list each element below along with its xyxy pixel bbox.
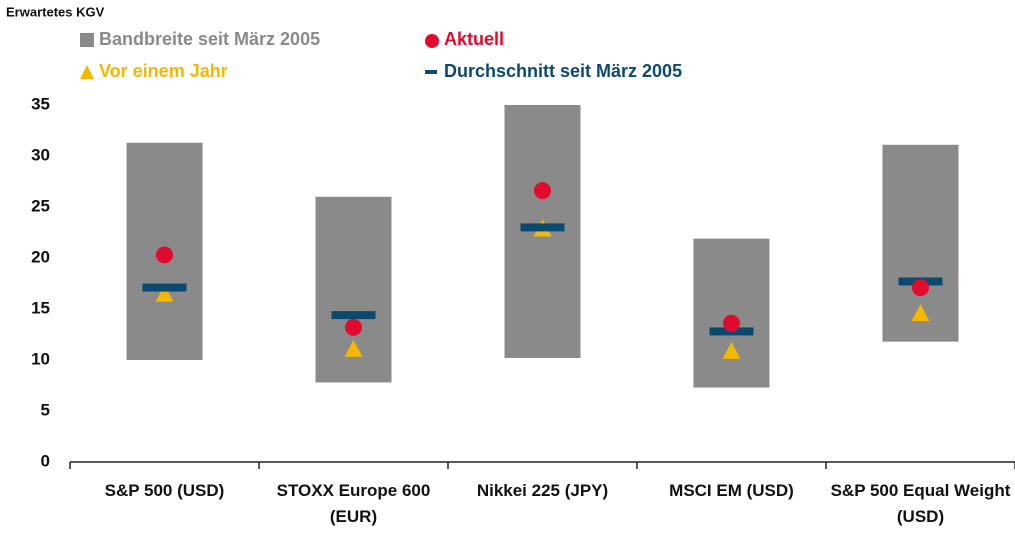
current-marker (345, 318, 362, 336)
x-tick-label: S&P 500 Equal Weight (USD) (830, 481, 1011, 526)
x-tick-label: MSCI EM (USD) (669, 481, 794, 500)
y-tick-label: 20 (31, 247, 50, 266)
legend-swatch (80, 65, 94, 79)
current-marker (156, 246, 173, 264)
legend-swatch (425, 34, 439, 48)
legend-label: Aktuell (444, 29, 504, 49)
current-marker (723, 314, 740, 332)
year-ago-marker (722, 341, 741, 359)
y-tick-label: 0 (41, 451, 50, 470)
y-tick-label: 25 (31, 196, 50, 215)
legend-swatch (425, 70, 437, 74)
legend-label: Vor einem Jahr (99, 61, 228, 81)
x-tick-label: S&P 500 (USD) (104, 481, 225, 500)
y-tick-label: 35 (31, 94, 50, 113)
y-tick-label: 10 (31, 349, 50, 368)
y-tick-label: 30 (31, 145, 50, 164)
current-marker (534, 182, 551, 200)
legend-label: Durchschnitt seit März 2005 (444, 61, 682, 81)
average-marker (520, 223, 565, 232)
year-ago-marker (155, 284, 174, 302)
current-marker (912, 279, 929, 297)
year-ago-marker (911, 304, 930, 322)
y-tick-label: 15 (31, 298, 50, 317)
average-marker (331, 311, 376, 320)
chart-title: Erwartetes KGV (6, 4, 105, 19)
legend-label: Bandbreite seit März 2005 (99, 29, 320, 49)
x-tick-label: Nikkei 225 (JPY) (476, 481, 609, 500)
range-bar (693, 238, 770, 388)
x-tick-label: STOXX Europe 600 (EUR) (276, 481, 431, 526)
y-tick-label: 5 (41, 400, 50, 419)
legend-swatch (80, 33, 94, 47)
average-marker (142, 283, 187, 292)
year-ago-marker (344, 339, 363, 357)
